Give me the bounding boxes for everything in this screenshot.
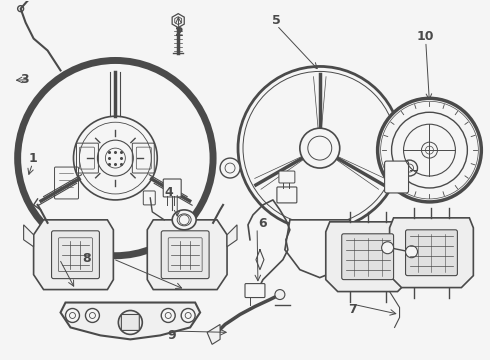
Circle shape [378, 98, 481, 202]
FancyBboxPatch shape [245, 284, 265, 298]
Text: 5: 5 [272, 14, 281, 27]
Text: 7: 7 [348, 303, 357, 316]
Polygon shape [285, 220, 355, 278]
Circle shape [406, 246, 417, 258]
Text: 3: 3 [20, 73, 28, 86]
Polygon shape [207, 324, 220, 345]
Circle shape [220, 158, 240, 178]
Text: 10: 10 [417, 30, 435, 43]
Circle shape [18, 60, 213, 256]
Text: 1: 1 [28, 152, 37, 165]
Polygon shape [24, 225, 34, 247]
Circle shape [74, 116, 157, 200]
Text: 4: 4 [165, 186, 173, 199]
FancyBboxPatch shape [342, 234, 393, 280]
Circle shape [119, 310, 142, 334]
Polygon shape [227, 225, 237, 247]
FancyBboxPatch shape [279, 171, 295, 183]
Circle shape [300, 128, 340, 168]
FancyBboxPatch shape [51, 231, 99, 279]
Circle shape [161, 309, 175, 323]
FancyBboxPatch shape [163, 179, 181, 197]
Text: 2: 2 [174, 27, 183, 40]
Polygon shape [390, 218, 473, 288]
FancyBboxPatch shape [277, 187, 297, 203]
Circle shape [238, 67, 401, 230]
FancyBboxPatch shape [406, 230, 457, 276]
Circle shape [275, 289, 285, 300]
Polygon shape [61, 302, 200, 339]
Polygon shape [147, 220, 227, 289]
Circle shape [181, 309, 195, 323]
Text: 8: 8 [82, 252, 91, 265]
Circle shape [66, 309, 79, 323]
FancyBboxPatch shape [161, 231, 209, 279]
Circle shape [401, 160, 417, 176]
Circle shape [382, 242, 393, 254]
Polygon shape [34, 220, 113, 289]
FancyBboxPatch shape [122, 315, 139, 330]
Circle shape [85, 309, 99, 323]
Polygon shape [172, 14, 184, 28]
Text: 6: 6 [258, 216, 267, 230]
Ellipse shape [172, 210, 196, 230]
Polygon shape [326, 222, 410, 292]
FancyBboxPatch shape [385, 161, 409, 193]
Text: 9: 9 [168, 329, 176, 342]
